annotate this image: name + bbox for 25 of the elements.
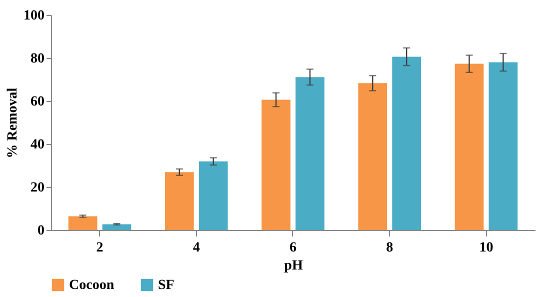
y-tick-label: 80: [30, 52, 44, 66]
bar: [164, 172, 194, 230]
y-tick-label: 20: [30, 180, 44, 196]
bar: [68, 216, 98, 230]
y-tick-label: 100: [24, 8, 44, 24]
x-axis-title: pH: [284, 258, 303, 274]
y-tick-label: 60: [30, 94, 44, 110]
legend-label: SF: [158, 278, 174, 293]
bar: [454, 64, 484, 230]
x-tick-label: 10: [479, 240, 494, 256]
bar: [358, 83, 388, 230]
bar: [392, 56, 422, 230]
x-tick-label: 2: [96, 240, 104, 256]
bar: [488, 62, 518, 230]
x-tick-label: 4: [192, 240, 200, 256]
legend-label: Cocoon: [69, 278, 114, 293]
x-tick-label: 8: [386, 240, 394, 256]
y-tick-label: 0: [38, 224, 44, 238]
bar: [198, 161, 228, 230]
y-axis-title: % Removal: [6, 88, 20, 158]
bar: [102, 224, 132, 230]
y-tick-label: 40: [30, 138, 44, 152]
bar: [296, 77, 324, 230]
x-tick-label: 6: [290, 240, 296, 256]
bar: [262, 100, 290, 230]
